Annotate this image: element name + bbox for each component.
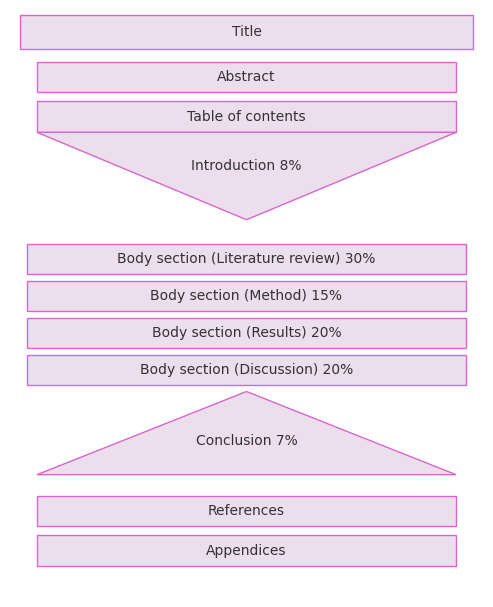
FancyBboxPatch shape bbox=[27, 281, 466, 311]
Text: Body section (Results) 20%: Body section (Results) 20% bbox=[152, 326, 341, 341]
Text: Table of contents: Table of contents bbox=[187, 109, 306, 124]
FancyBboxPatch shape bbox=[27, 355, 466, 385]
Text: Abstract: Abstract bbox=[217, 70, 276, 84]
Polygon shape bbox=[37, 132, 456, 220]
FancyBboxPatch shape bbox=[37, 496, 456, 526]
FancyBboxPatch shape bbox=[27, 244, 466, 274]
Text: Body section (Discussion) 20%: Body section (Discussion) 20% bbox=[140, 363, 353, 378]
Text: Body section (Literature review) 30%: Body section (Literature review) 30% bbox=[117, 252, 376, 266]
FancyBboxPatch shape bbox=[27, 318, 466, 348]
FancyBboxPatch shape bbox=[20, 15, 473, 49]
FancyBboxPatch shape bbox=[37, 101, 456, 132]
Polygon shape bbox=[37, 392, 456, 475]
Text: Conclusion 7%: Conclusion 7% bbox=[196, 435, 297, 449]
Text: Title: Title bbox=[232, 25, 261, 39]
Text: Introduction 8%: Introduction 8% bbox=[191, 158, 302, 172]
FancyBboxPatch shape bbox=[37, 62, 456, 92]
Text: References: References bbox=[208, 504, 285, 518]
Text: Body section (Method) 15%: Body section (Method) 15% bbox=[150, 289, 343, 304]
FancyBboxPatch shape bbox=[37, 535, 456, 566]
Text: Appendices: Appendices bbox=[206, 543, 287, 558]
